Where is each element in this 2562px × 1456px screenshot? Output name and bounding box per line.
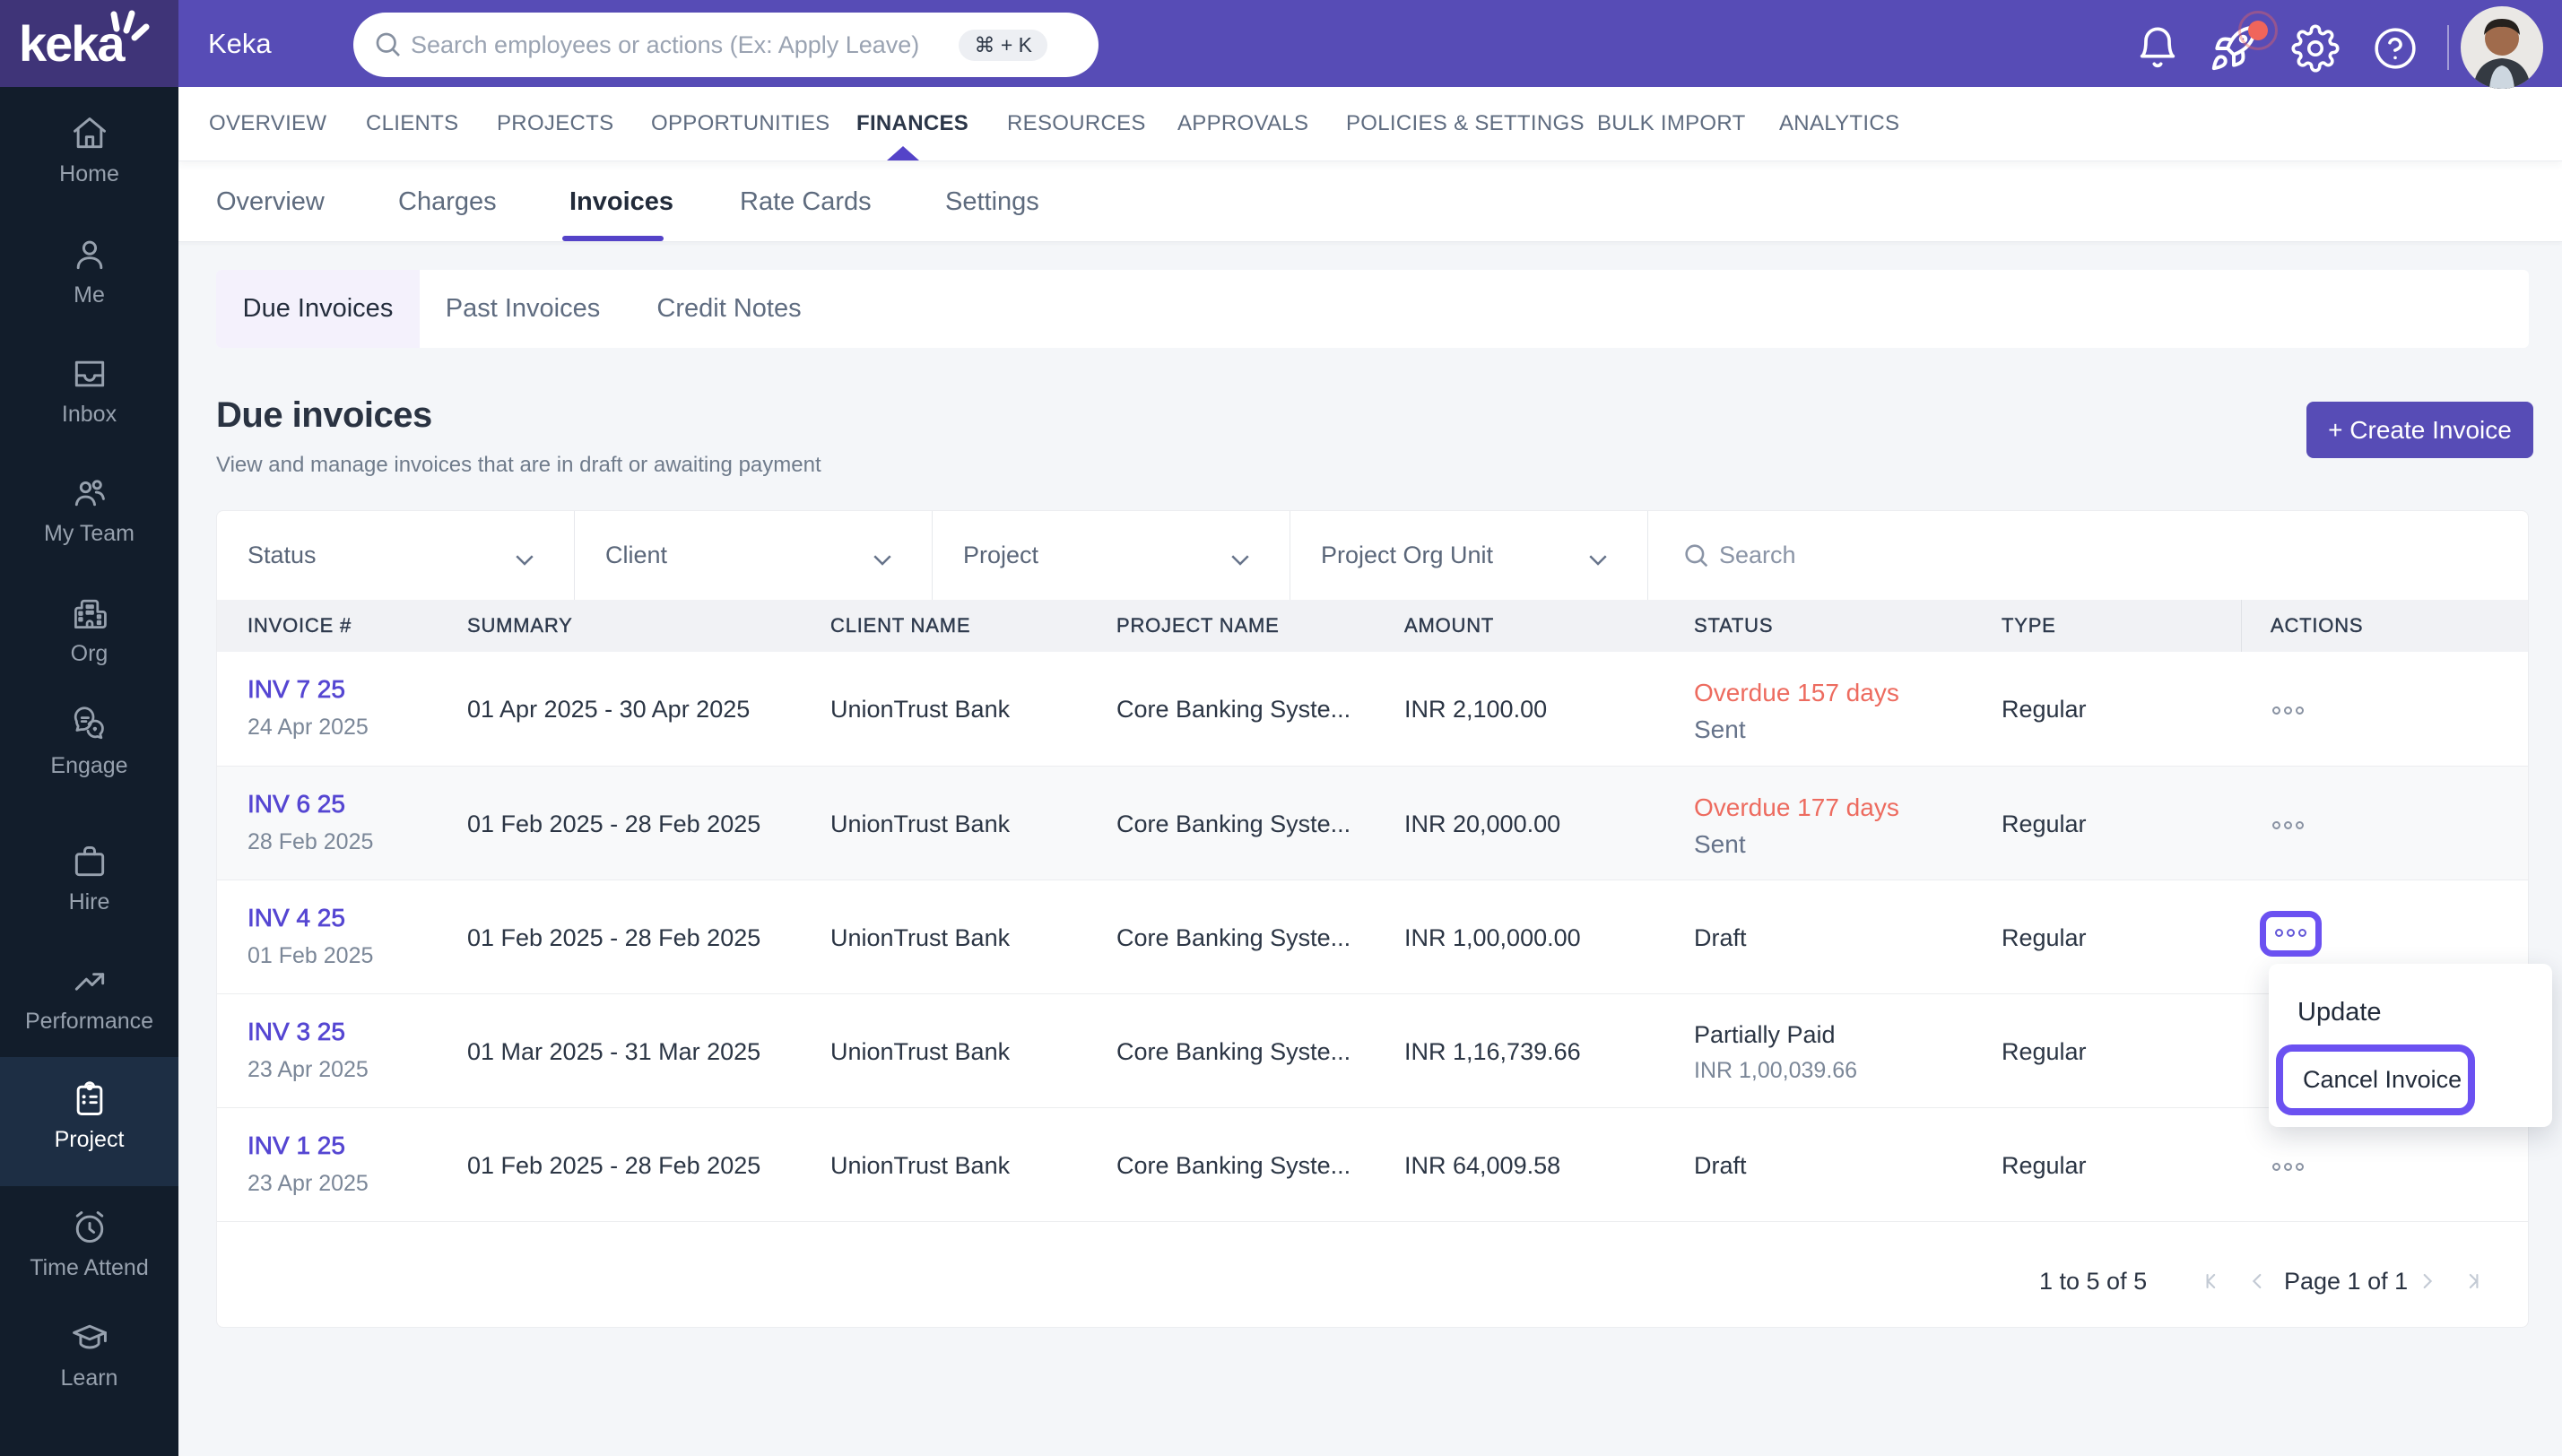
svg-text:keka: keka bbox=[19, 15, 126, 72]
